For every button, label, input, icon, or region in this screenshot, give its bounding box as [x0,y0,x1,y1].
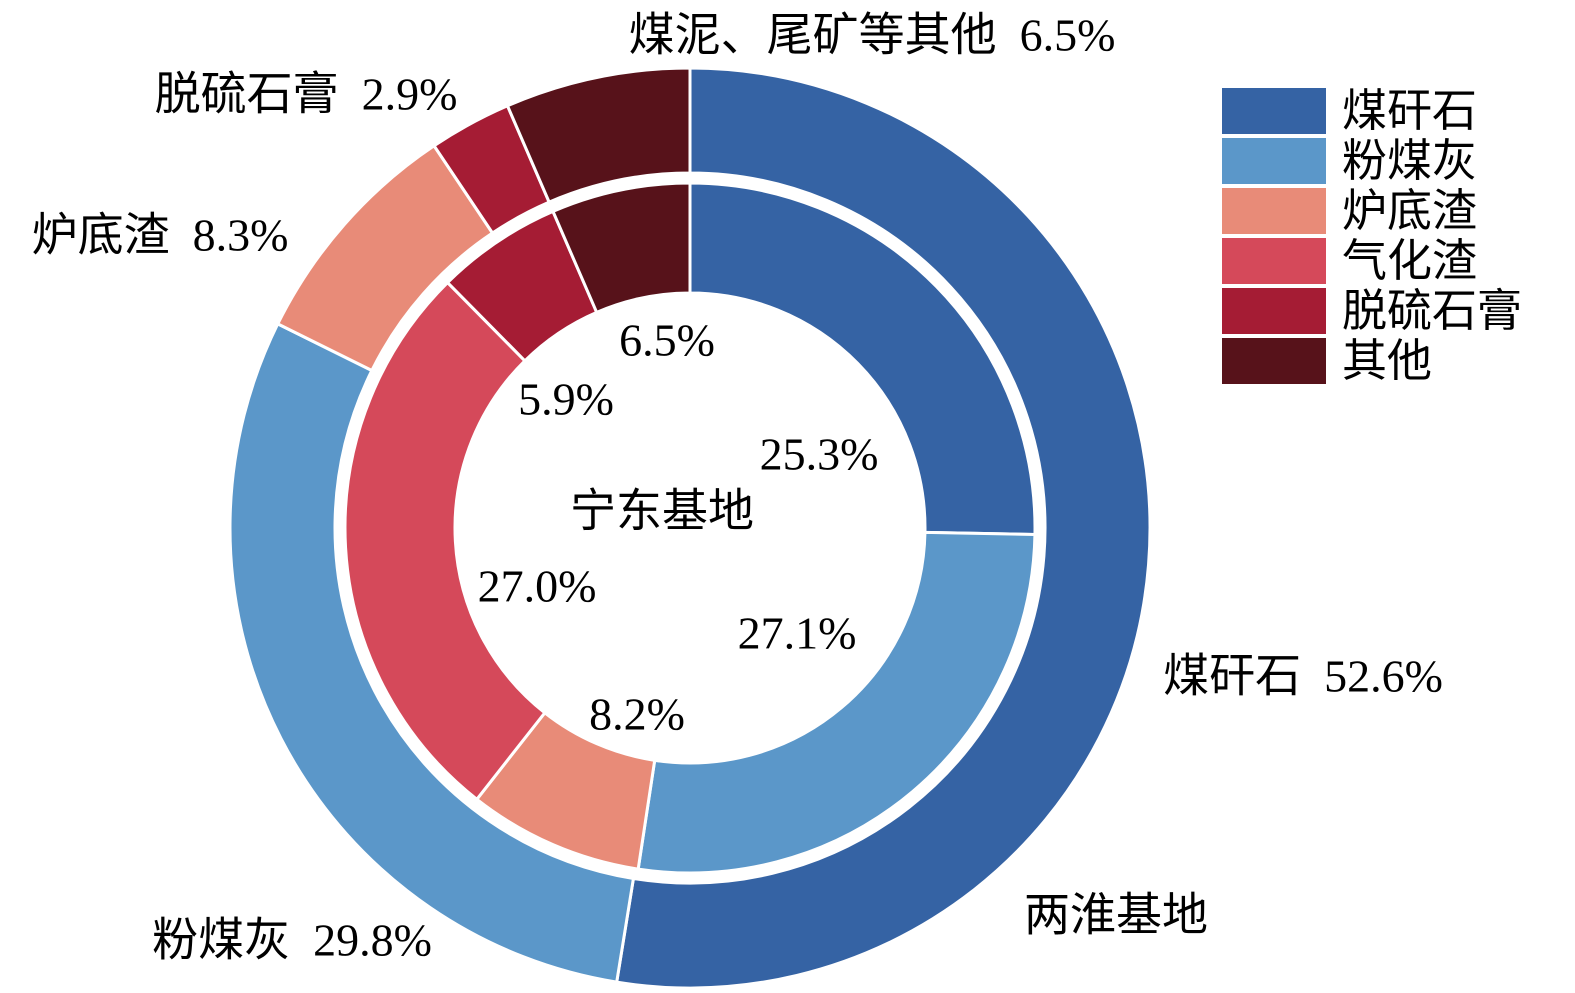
legend-label: 气化渣 [1342,235,1478,286]
outer-segment-0 [615,66,1152,990]
legend-label: 炉底渣 [1342,185,1478,236]
legend-swatch-other [1222,338,1326,384]
legend-swatch-gangue [1222,88,1326,134]
legend-item: 煤矸石 [1222,88,1522,134]
legend-swatch-bottom-slag [1222,188,1326,234]
legend-label: 煤矸石 [1342,85,1478,136]
inner-value-other: 6.5% [619,314,715,366]
legend-label: 脱硫石膏 [1342,285,1523,336]
callout-bottom-slag: 炉底渣 8.3% [31,209,289,261]
inner-segment-0 [688,181,1037,536]
callout-gangue: 煤矸石 52.6% [1163,650,1443,702]
legend-item: 其他 [1222,338,1522,384]
callout-gypsum: 脱硫石膏 2.9% [154,68,458,120]
inner-value-gangue: 25.3% [759,428,879,480]
outer-segment-4 [505,66,692,204]
inner-segment-5 [551,181,692,314]
outer-segment-1 [228,322,635,984]
callout-fly-ash: 粉煤灰 29.8% [152,914,432,966]
inner-value-gypsum: 5.9% [518,373,614,425]
legend-swatch-gypsum [1222,288,1326,334]
legend-item: 气化渣 [1222,238,1522,284]
legend-label: 其他 [1342,335,1433,386]
label-inner-base: 宁东基地 [570,485,754,537]
inner-segment-1 [636,530,1037,875]
legend-swatch-fly-ash [1222,138,1326,184]
inner-value-fly-ash: 27.1% [737,607,857,659]
legend-label: 粉煤灰 [1342,135,1478,186]
legend-item: 粉煤灰 [1222,138,1522,184]
legend: 煤矸石 粉煤灰 炉底渣 气化渣 脱硫石膏 其他 [1222,88,1522,384]
legend-item: 炉底渣 [1222,188,1522,234]
legend-swatch-gasification [1222,238,1326,284]
label-outer-base: 两淮基地 [1024,889,1208,941]
callout-other: 煤泥、尾矿等其他 6.5% [628,9,1116,61]
inner-value-bottom-slag: 8.2% [589,688,685,740]
inner-segment-3 [343,281,547,801]
inner-value-gasification: 27.0% [477,560,597,612]
legend-item: 脱硫石膏 [1222,288,1522,334]
